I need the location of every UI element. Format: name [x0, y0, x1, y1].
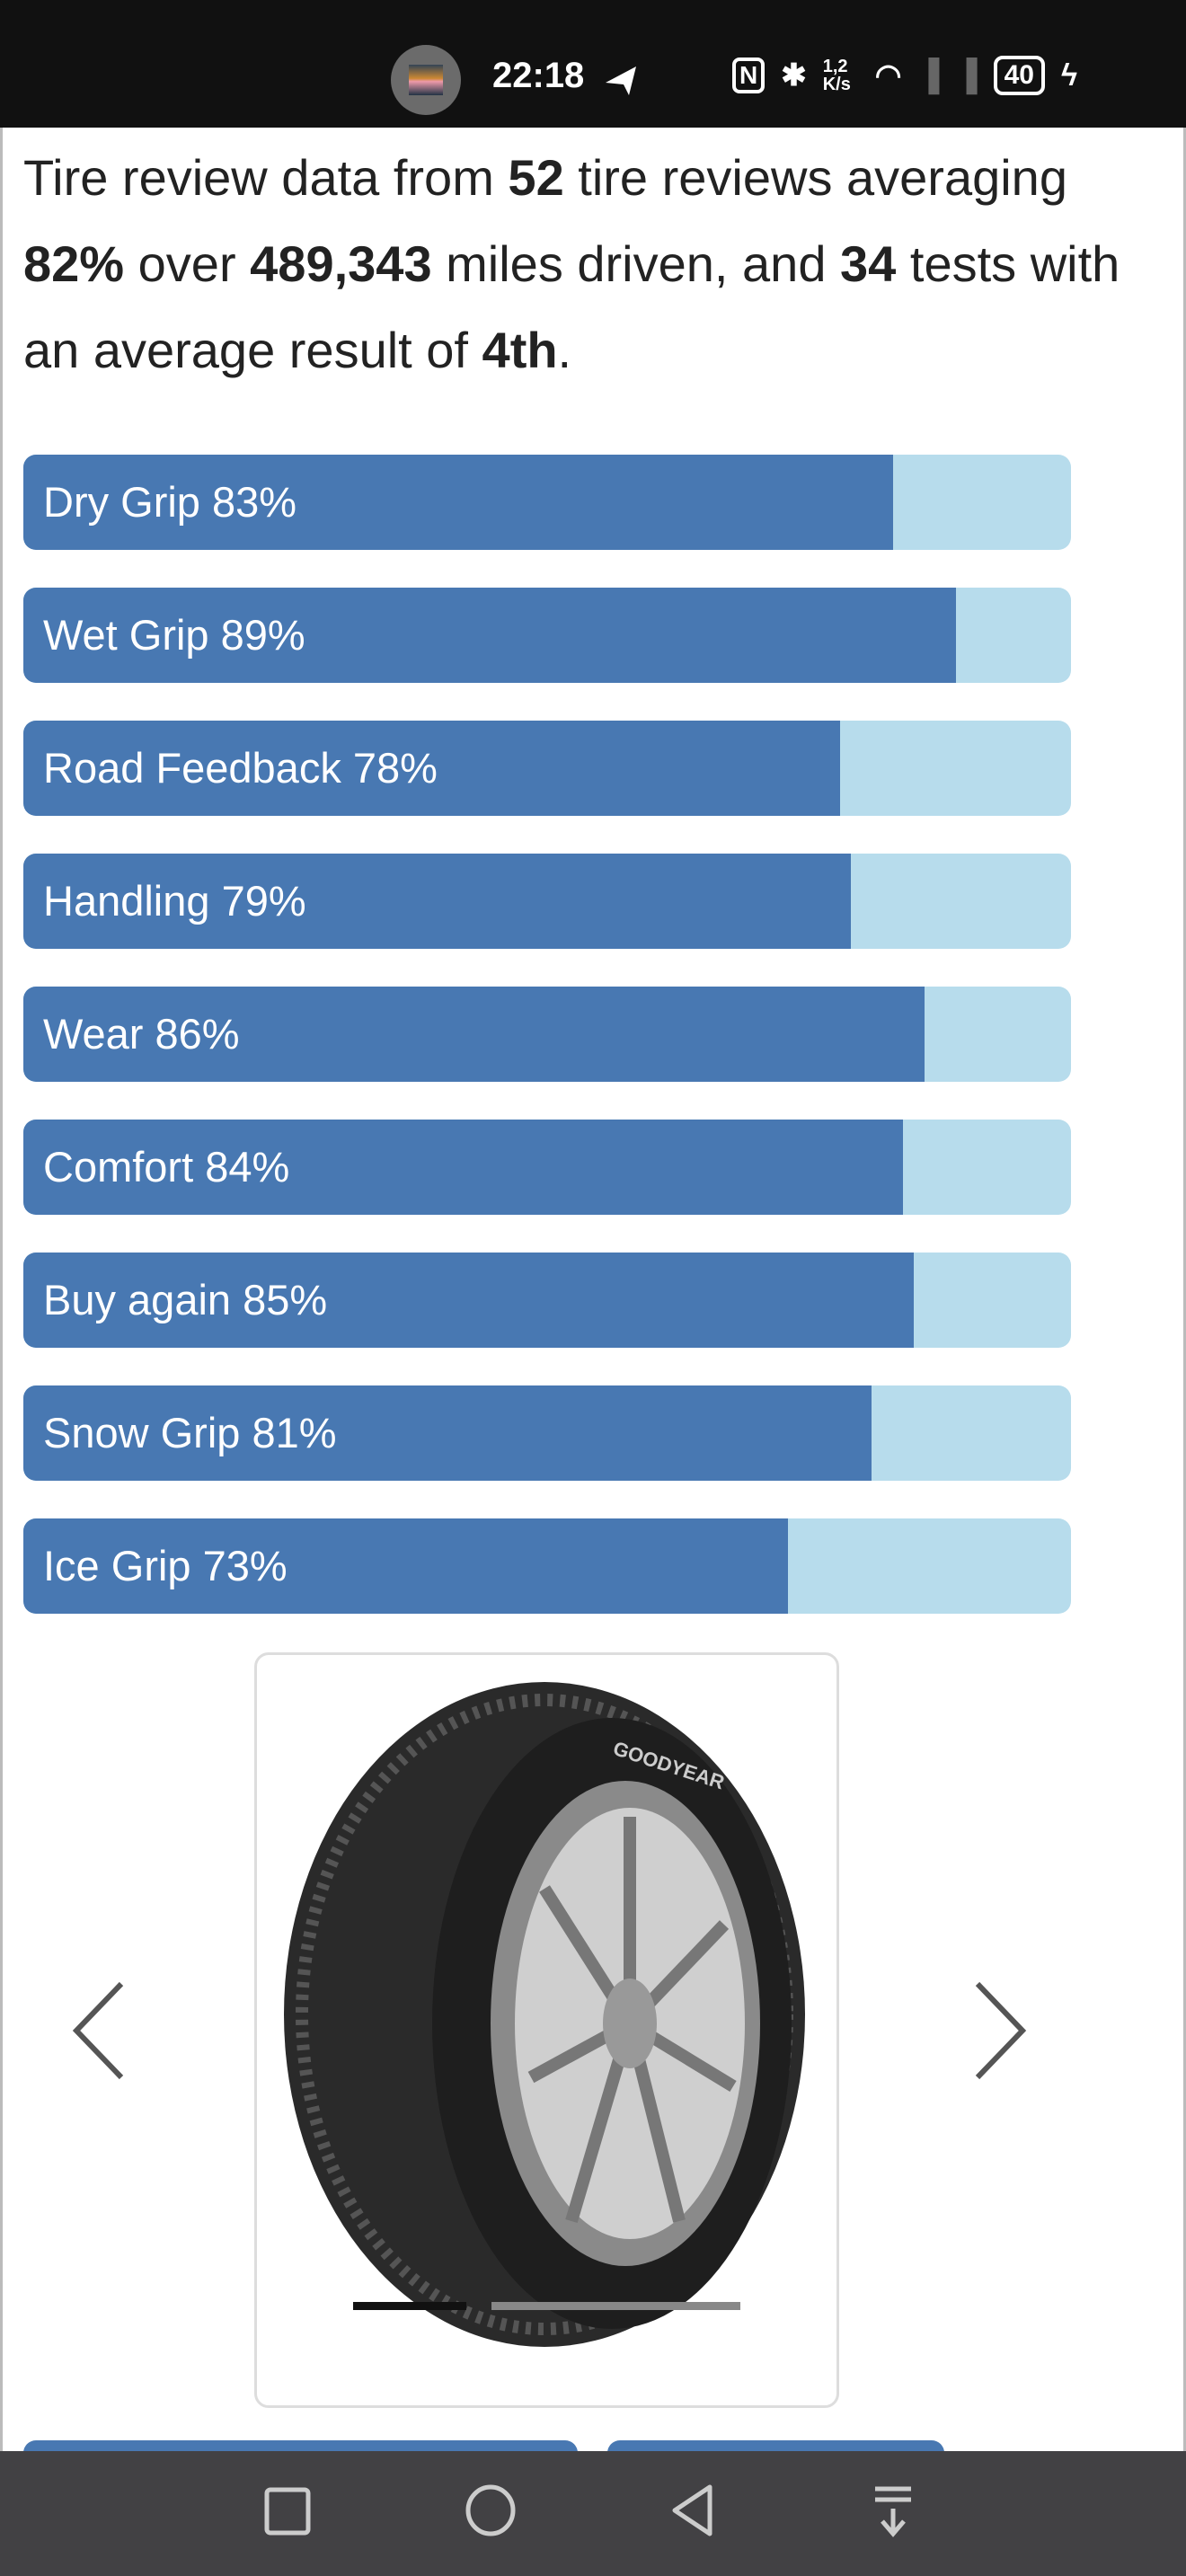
rating-bar-fill	[23, 455, 893, 550]
clock: 22:18	[492, 56, 585, 95]
signal-icon: ▐	[955, 58, 978, 93]
rating-bar: Ice Grip 73%	[23, 1518, 1071, 1614]
rating-bar-fill	[23, 721, 841, 816]
carousel-indicator-active[interactable]	[353, 2302, 466, 2310]
rating-bar: Road Feedback 78%	[23, 721, 1071, 816]
rating-bar: Wet Grip 89%	[23, 588, 1071, 683]
rating-bar-fill	[23, 1253, 915, 1348]
rating-label: Snow Grip 81%	[43, 1409, 337, 1456]
telegram-icon	[606, 66, 636, 95]
home-icon[interactable]	[464, 2483, 518, 2537]
back-icon[interactable]	[669, 2483, 716, 2537]
rating-label: Comfort 84%	[43, 1143, 290, 1191]
previous-image-arrow-icon[interactable]	[67, 1977, 139, 2085]
battery-icon: 40	[993, 56, 1045, 95]
rating-bar: Handling 79%	[23, 854, 1071, 949]
wifi-icon: ◠	[874, 58, 902, 93]
rating-label: Wear 86%	[43, 1010, 240, 1058]
collapse-nav-icon[interactable]	[870, 2483, 916, 2537]
signal-icon: ▐	[917, 58, 940, 93]
network-speed: 1,2 K/s	[822, 57, 851, 94]
goodyear-tire-image: GOODYEAR	[284, 1682, 805, 2347]
next-image-arrow-icon[interactable]	[960, 1977, 1031, 2085]
rating-bar-fill	[23, 1518, 789, 1614]
nfc-icon: N	[732, 58, 766, 93]
rating-bar-fill	[23, 588, 956, 683]
rating-bar-fill	[23, 1120, 904, 1215]
status-bar: 22:18 N ✱ 1,2 K/s ◠ ▐ ▐ 40 ϟ	[0, 0, 1186, 128]
recents-icon[interactable]	[264, 2487, 311, 2536]
rating-label: Buy again 85%	[43, 1276, 328, 1323]
review-summary: Tire review data from 52 tire reviews av…	[23, 149, 1120, 378]
rating-bar: Comfort 84%	[23, 1120, 1071, 1215]
rating-bar-fill	[23, 854, 852, 949]
rating-label: Dry Grip 83%	[43, 478, 297, 526]
rating-bar: Wear 86%	[23, 987, 1071, 1082]
rating-label: Ice Grip 73%	[43, 1542, 288, 1589]
rating-label: Road Feedback 78%	[43, 744, 438, 792]
rating-bar: Dry Grip 83%	[23, 455, 1071, 550]
charging-icon: ϟ	[1060, 58, 1077, 93]
notification-avatar-icon	[391, 45, 461, 115]
rating-label: Wet Grip 89%	[43, 611, 305, 659]
carousel-indicator[interactable]	[491, 2302, 740, 2310]
rating-bar: Buy again 85%	[23, 1253, 1071, 1348]
rating-bar-fill	[23, 1385, 872, 1481]
page-content	[0, 128, 1186, 2451]
rating-bar: Snow Grip 81%	[23, 1385, 1071, 1481]
rating-label: Handling 79%	[43, 877, 306, 925]
tire-image-card[interactable]: GOODYEAR	[254, 1652, 839, 2408]
navigation-bar	[0, 2451, 1186, 2576]
rating-bar-fill	[23, 987, 925, 1082]
bluetooth-icon: ✱	[781, 58, 807, 93]
